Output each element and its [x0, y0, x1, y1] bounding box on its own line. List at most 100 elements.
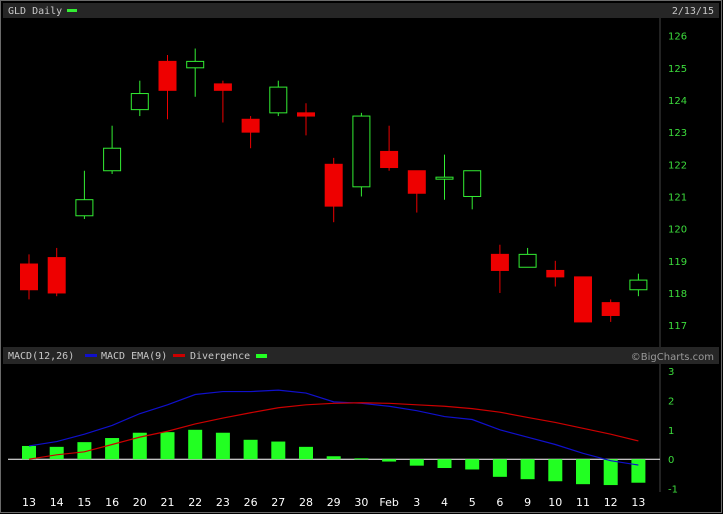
divergence-bar	[437, 459, 452, 469]
divergence-bar	[188, 429, 203, 460]
divergence-bar	[299, 446, 313, 460]
divergence-bar	[77, 442, 92, 460]
candle-body-up	[130, 93, 149, 111]
candle	[130, 80, 149, 117]
price-tick-label: 119	[668, 257, 687, 268]
symbol-label: GLD Daily	[8, 6, 62, 17]
macd-tick-label: 0	[668, 455, 674, 466]
divergence-bar	[631, 459, 646, 483]
date-tick-label: 21	[161, 496, 175, 509]
price-tick-label: 120	[668, 225, 687, 236]
date-tick-label: 10	[548, 496, 562, 509]
divergence-bar	[271, 441, 286, 460]
candle	[407, 170, 426, 213]
divergence-label: Divergence	[190, 351, 250, 362]
price-tick-label: 117	[668, 321, 687, 332]
divergence-bar	[105, 438, 120, 460]
candle-body-down	[574, 276, 592, 323]
candle	[186, 48, 205, 97]
date-axis: 13 14 15 16 20 21 22 23 26 27 28 29 30 Feb 3 4 5 6 9 10 11 12…	[22, 496, 645, 509]
divergence-bar	[215, 432, 230, 460]
divergence-bar	[243, 439, 258, 460]
candle-body-up	[75, 199, 94, 217]
candle	[213, 80, 232, 123]
date-tick-label: 4	[441, 496, 448, 509]
date-tick-label: 14	[50, 496, 64, 509]
date-tick-label: 30	[354, 496, 368, 509]
candle-body-down	[241, 118, 260, 133]
divergence-bar	[132, 432, 147, 460]
candle-body-up	[269, 86, 288, 114]
candle-body-up	[352, 115, 371, 188]
candle	[490, 244, 509, 293]
candle-body-down	[158, 60, 177, 91]
candle	[103, 125, 122, 174]
macd-tick-label: 1	[668, 426, 674, 437]
date-tick-label: 15	[77, 496, 91, 509]
divergence-bar	[354, 458, 369, 460]
date-tick-label: 22	[188, 496, 202, 509]
divergence-bar	[49, 446, 64, 460]
date-tick-label: 3	[413, 496, 420, 509]
ema-label: MACD EMA(9)	[101, 351, 167, 362]
candlesticks	[20, 48, 648, 323]
candle	[435, 154, 454, 200]
macd-label: MACD(12,26)	[8, 351, 74, 362]
candle-body-up	[435, 176, 454, 180]
price-tick-label: 123	[668, 128, 687, 139]
candle-body-up	[463, 170, 482, 197]
divergence-bar	[492, 459, 507, 477]
candle-body-down	[490, 253, 509, 271]
ema-legend-swatch	[173, 354, 185, 357]
divergence-bar	[520, 459, 535, 480]
divergence-bar	[326, 456, 341, 460]
divergence-bar	[382, 459, 397, 462]
date-tick-label: 20	[133, 496, 147, 509]
candle-body-down	[297, 112, 315, 117]
candle-body-up	[186, 60, 205, 69]
date-tick-label: 16	[105, 496, 119, 509]
price-tick-label: 122	[668, 160, 687, 171]
macd-ema-line	[28, 402, 639, 460]
candle-body-down	[47, 257, 66, 294]
candle	[463, 170, 482, 210]
price-axis: 117 118 119 120 121 122 123 124 125 126	[668, 32, 687, 332]
candle-body-down	[601, 302, 620, 316]
candle	[158, 54, 177, 120]
date-tick-label: 29	[327, 496, 341, 509]
candle-body-up	[103, 147, 122, 172]
macd-line	[28, 389, 639, 466]
date-tick-label: 13	[22, 496, 36, 509]
date-tick-label: 9	[524, 496, 531, 509]
date-tick-label: 6	[496, 496, 503, 509]
macd-tick-label: 3	[668, 367, 674, 378]
candle	[574, 276, 592, 323]
candle-body-down	[380, 150, 399, 169]
divergence-bar	[603, 459, 618, 486]
candle	[601, 299, 620, 322]
candle	[380, 125, 399, 171]
candle-body-down	[324, 163, 343, 207]
price-tick-label: 124	[668, 96, 687, 107]
divergence-legend-swatch	[256, 354, 267, 358]
divergence-bar	[548, 459, 563, 482]
date-tick-label: 27	[271, 496, 285, 509]
macd-tick-label: 2	[668, 396, 674, 407]
candle	[241, 116, 260, 149]
price-header-bar	[3, 3, 719, 18]
date-tick-label: 23	[216, 496, 230, 509]
divergence-bar	[22, 445, 36, 460]
bigcharts-watermark: ©BigCharts.com	[631, 352, 714, 363]
date-tick-label: 11	[576, 496, 590, 509]
macd-tick-label: -1	[668, 485, 678, 496]
date-tick-label: 12	[604, 496, 618, 509]
macd-legend-swatch	[85, 354, 97, 357]
date-tick-label: 28	[299, 496, 313, 509]
date-tick-label: 13	[631, 496, 645, 509]
price-tick-label: 118	[668, 289, 687, 300]
candle	[269, 80, 288, 117]
price-legend-swatch	[67, 9, 77, 12]
candle	[47, 247, 66, 297]
candle-body-up	[629, 279, 648, 291]
